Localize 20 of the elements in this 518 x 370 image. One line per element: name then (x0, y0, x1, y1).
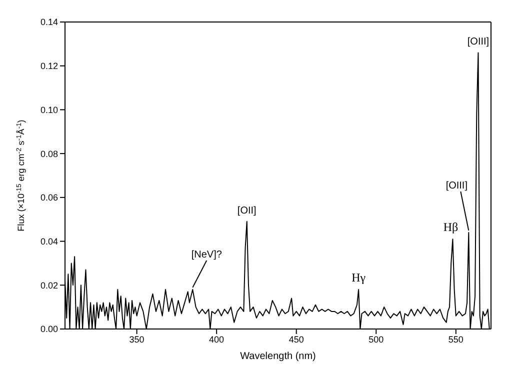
annotation: Hγ (352, 270, 366, 285)
annotation: [OIII] (467, 36, 490, 48)
x-tick-label: 500 (368, 334, 384, 344)
y-tick-label: 0.06 (40, 192, 58, 203)
annotation: Hβ (443, 220, 458, 234)
x-tick-label: 400 (209, 334, 224, 344)
x-tick-label: 350 (129, 334, 144, 344)
annotation: [OII] (237, 206, 257, 217)
y-tick-label: 0.10 (40, 104, 58, 115)
y-tick-label: 0.00 (40, 324, 58, 334)
x-axis-title: Wavelength (nm) (240, 351, 316, 362)
y-tick-label: 0.14 (40, 17, 58, 28)
annotation: [OIII] (446, 180, 468, 192)
annotation: [NeV]? (191, 250, 222, 261)
x-tick-label: 550 (448, 334, 464, 344)
y-tick-label: 0.02 (40, 280, 58, 290)
y-tick-label: 0.04 (40, 236, 58, 246)
y-tick-label: 0.08 (40, 148, 58, 159)
x-tick-label: 450 (288, 334, 304, 344)
y-tick-label: 0.12 (40, 61, 58, 72)
